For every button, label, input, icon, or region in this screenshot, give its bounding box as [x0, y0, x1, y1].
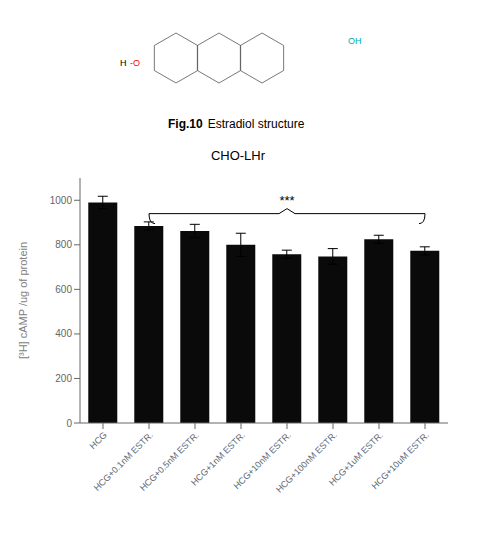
svg-text:HCG+0.5nM ESTR.: HCG+0.5nM ESTR. — [137, 429, 201, 493]
svg-text:HCG+1uM ESTR.: HCG+1uM ESTR. — [327, 429, 385, 488]
svg-text:HCG+1nM ESTR.: HCG+1nM ESTR. — [189, 429, 247, 488]
svg-text:HCG+10nM ESTR.: HCG+10nM ESTR. — [231, 429, 293, 492]
svg-text:200: 200 — [55, 373, 72, 384]
svg-text:600: 600 — [55, 284, 72, 295]
svg-text:***: *** — [279, 193, 294, 208]
svg-text:400: 400 — [55, 328, 72, 339]
svg-text:HCG: HCG — [88, 430, 109, 451]
svg-text:[³H] cAMP /ug of protein: [³H] cAMP /ug of protein — [17, 242, 29, 359]
svg-text:HCG+100nM ESTR.: HCG+100nM ESTR. — [274, 430, 339, 495]
svg-text:0: 0 — [66, 418, 72, 429]
svg-text:H: H — [120, 58, 127, 68]
svg-text:Fig.10Estradiol structure: Fig.10Estradiol structure — [168, 117, 305, 131]
svg-text:OH: OH — [348, 36, 362, 46]
html-text:CHO-LHr: CHO-LHr — [210, 148, 266, 163]
svg-text:800: 800 — [55, 239, 72, 250]
svg-text:HCG+10uM ESTR.: HCG+10uM ESTR. — [370, 430, 431, 491]
svg-text:HCG+0.1nM ESTR.: HCG+0.1nM ESTR. — [91, 429, 155, 493]
svg-text:1000: 1000 — [50, 195, 73, 206]
svg-text:-O: -O — [130, 58, 140, 68]
